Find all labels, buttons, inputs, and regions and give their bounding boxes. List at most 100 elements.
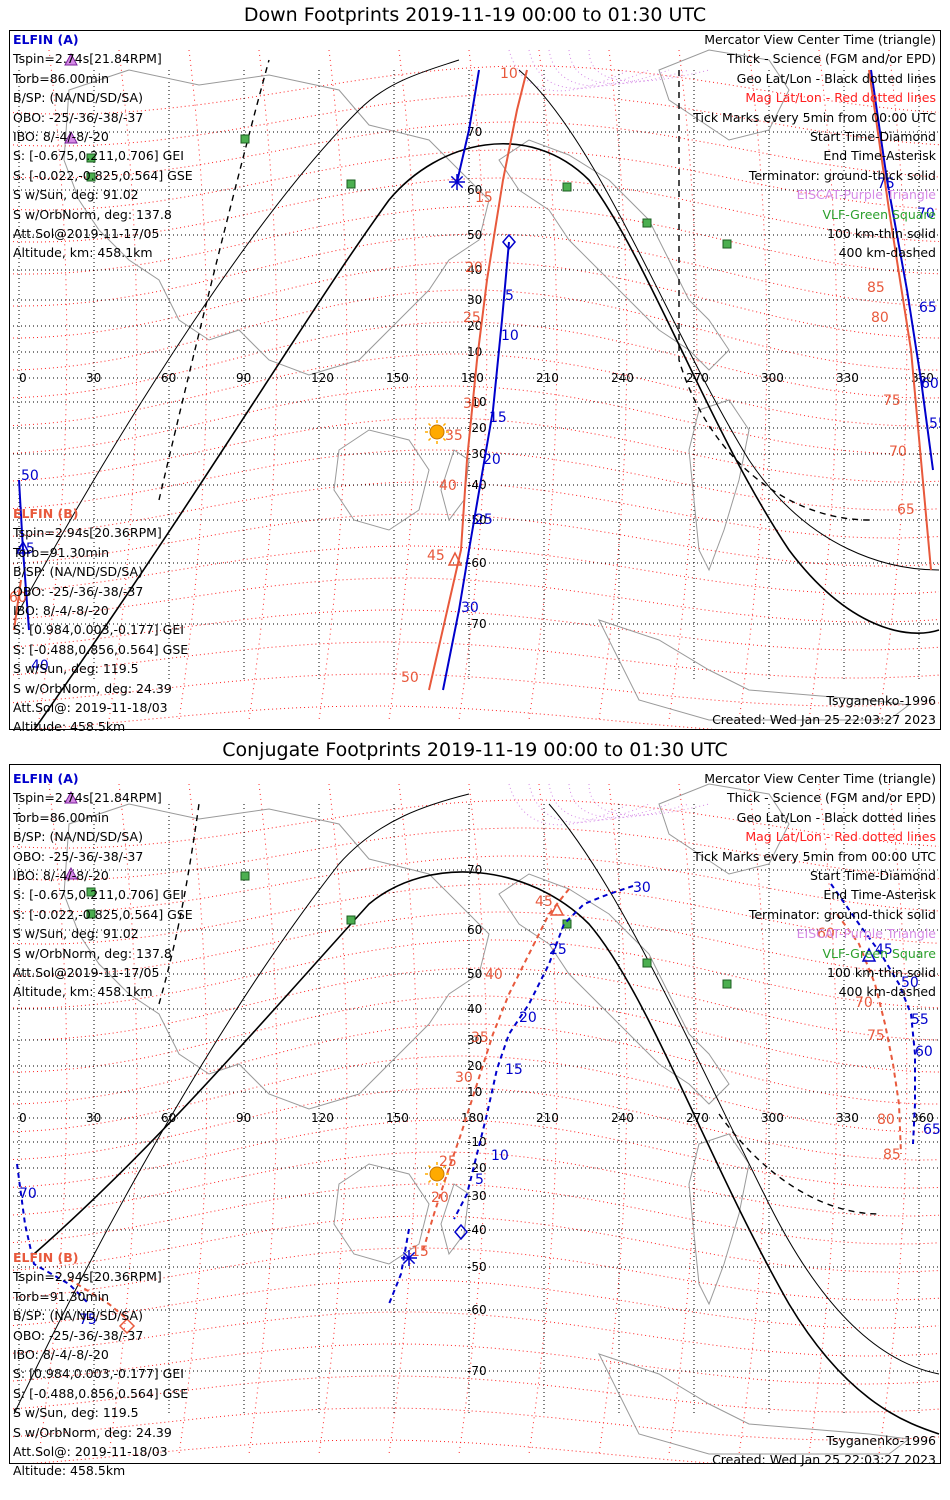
coastline	[688, 399, 750, 572]
terminator-lines	[13, 59, 940, 730]
probe-b-info: ELFIN (B) Tspin=2.94s[20.36RPM] Torb=91.…	[13, 1248, 188, 1481]
mag-longitude-line	[808, 783, 838, 1455]
coastline	[333, 429, 430, 531]
map-frame	[9, 764, 941, 1464]
square-icon	[86, 172, 96, 182]
probe-a-tick-label: 65	[919, 300, 937, 316]
legend-100km: 100 km-thin solid	[827, 225, 936, 241]
mag-longitude-line	[738, 49, 768, 721]
lat-tick-label: -60	[467, 556, 487, 570]
square-icon	[86, 887, 96, 897]
lon-tick-label: 120	[311, 1111, 334, 1125]
probe-a-tick-label: 60	[921, 376, 939, 392]
probe-a-tick-label: 15	[505, 1062, 523, 1078]
mag-latitude-line	[9, 353, 940, 427]
lon-tick-label: 150	[386, 371, 409, 385]
probe-b-tick-label: 85	[883, 1147, 901, 1163]
conjugate-footprints-map: 0 30 60 90 120 150 180 210 240 270 300 330 360 70 60 50…	[9, 783, 941, 1464]
terminator-100km	[548, 803, 940, 1375]
axis-labels: 0 30 60 90 120 150 180 210 240 270 300 330 360 70 60 50…	[19, 863, 934, 1378]
probe-a-tick-label: 10	[491, 1148, 509, 1164]
mag-longitude-line	[318, 49, 348, 721]
probe-b-track	[13, 579, 22, 631]
sun-ray	[427, 1179, 432, 1184]
probe-b-tick-label: 80	[871, 310, 889, 326]
probe-a-tick-label: 70	[917, 206, 935, 222]
legend-vlf: VLF-Green Square	[822, 206, 936, 222]
probe-b-line: IBO: 8/-4/-8/-20	[13, 602, 109, 618]
mag-longitude-line	[178, 783, 208, 1455]
probe-b-line: Torb=91.30min	[13, 1288, 110, 1304]
mag-latitude-line	[9, 417, 940, 483]
lat-tick-label: -60	[467, 1303, 487, 1317]
mag-latitude-line	[9, 1215, 940, 1273]
mag-latitude-line	[9, 289, 939, 371]
probe-a-name: ELFIN (A)	[13, 771, 79, 786]
legend-vlf: VLF-Green Square	[822, 945, 936, 961]
probe-a-tick-label: 30	[633, 880, 651, 896]
mag-longitude-line	[878, 783, 908, 1455]
legend-mag: Mag Lat/Lon - Red dotted lines	[745, 90, 936, 106]
square-icon	[346, 915, 356, 925]
probe-a-line: S w/Sun, deg: 91.02	[13, 187, 139, 203]
mag-latitude-line	[9, 911, 940, 977]
panel-title-conjugate: Conjugate Footprints 2019-11-19 00:00 to…	[222, 739, 728, 761]
mag-latitude-line	[9, 799, 940, 849]
down-footprints-map: 0 30 60 90 120 150 180 210 240 270 300 330 360 70 60 50…	[9, 49, 941, 730]
probe-b-line: OBO: -25/-36/-38/-37	[13, 583, 144, 599]
lon-tick-label: 180	[461, 371, 484, 385]
lon-tick-label: 240	[611, 1111, 634, 1125]
lon-tick-label: 300	[761, 1111, 784, 1125]
probe-b-tick-label: 45	[427, 548, 445, 564]
probe-a-tick-label: 25	[475, 512, 493, 528]
mag-latitude-line	[9, 321, 940, 399]
probe-b-tick-label: 70	[889, 444, 907, 460]
probe-a-tick-label: 55	[911, 1012, 929, 1028]
lat-tick-label: -70	[467, 617, 487, 631]
probe-a-line: S w/OrbNorm, deg: 137.8	[13, 945, 172, 961]
coastline	[498, 139, 730, 371]
triangle-icon	[64, 790, 78, 804]
legend-terminator: Terminator: ground-thick solid	[748, 906, 936, 922]
coastline	[63, 803, 490, 1110]
probe-b-tick-label: 85	[867, 280, 885, 296]
lon-tick-label: 150	[386, 1111, 409, 1125]
probe-a-name: ELFIN (A)	[13, 32, 79, 47]
probe-b-tick-label: 15	[475, 190, 493, 206]
square-icon	[86, 153, 96, 163]
probe-a-line: Tspin=2.74s[21.84RPM]	[13, 51, 162, 67]
probe-a-line: IBO: 8/-4/-8/-20	[13, 867, 109, 883]
legend-end: End Time-Asterisk	[823, 887, 936, 903]
legend-center-time: Mercator View Center Time (triangle)	[704, 771, 936, 786]
legend-400km: 400 km-dashed	[838, 984, 936, 1000]
probe-a-info: ELFIN (A) Tspin=2.74s[21.84RPM] Torb=86.…	[13, 769, 193, 1002]
triangle-icon	[15, 540, 31, 554]
diamond-icon	[118, 1317, 136, 1335]
mag-latitude-line	[9, 1119, 940, 1189]
probe-b-line: Att.Sol@: 2019-11-18/03	[13, 699, 168, 715]
terminator-400km	[718, 1113, 880, 1215]
legend-geo: Geo Lat/Lon - Black dotted lines	[736, 809, 936, 825]
probe-b-line: IBO: 8/-4/-8/-20	[13, 1346, 109, 1362]
coastline	[498, 873, 730, 1105]
probe-b-track	[428, 69, 528, 691]
mag-longitude-line	[458, 49, 488, 721]
probe-a-track	[456, 69, 480, 183]
probe-a-tick-label: 55	[929, 416, 941, 432]
mag-latitude-line	[9, 261, 940, 339]
terminator-400km	[158, 803, 200, 1005]
model-label: Tsyganenko-1996	[826, 693, 936, 708]
mag-latitude-line	[9, 1279, 940, 1329]
diamond-icon	[502, 233, 516, 251]
asterisk-icon	[402, 1251, 416, 1265]
coastline	[598, 1353, 911, 1455]
sun-ray	[442, 1164, 447, 1169]
probe-a-tick-label: 60	[915, 1044, 933, 1060]
tick-labels: 7570656055510152025305045401015202530354…	[9, 66, 941, 686]
lat-tick-label: -30	[467, 1189, 487, 1203]
mag-latitude-line	[9, 65, 940, 115]
lon-tick-label: 180	[461, 1111, 484, 1125]
mag-latitude-line	[9, 545, 940, 595]
mag-longitude-line	[318, 783, 348, 1455]
probe-b-line: B/SP: (NA/ND/SD/SA)	[13, 1308, 143, 1324]
